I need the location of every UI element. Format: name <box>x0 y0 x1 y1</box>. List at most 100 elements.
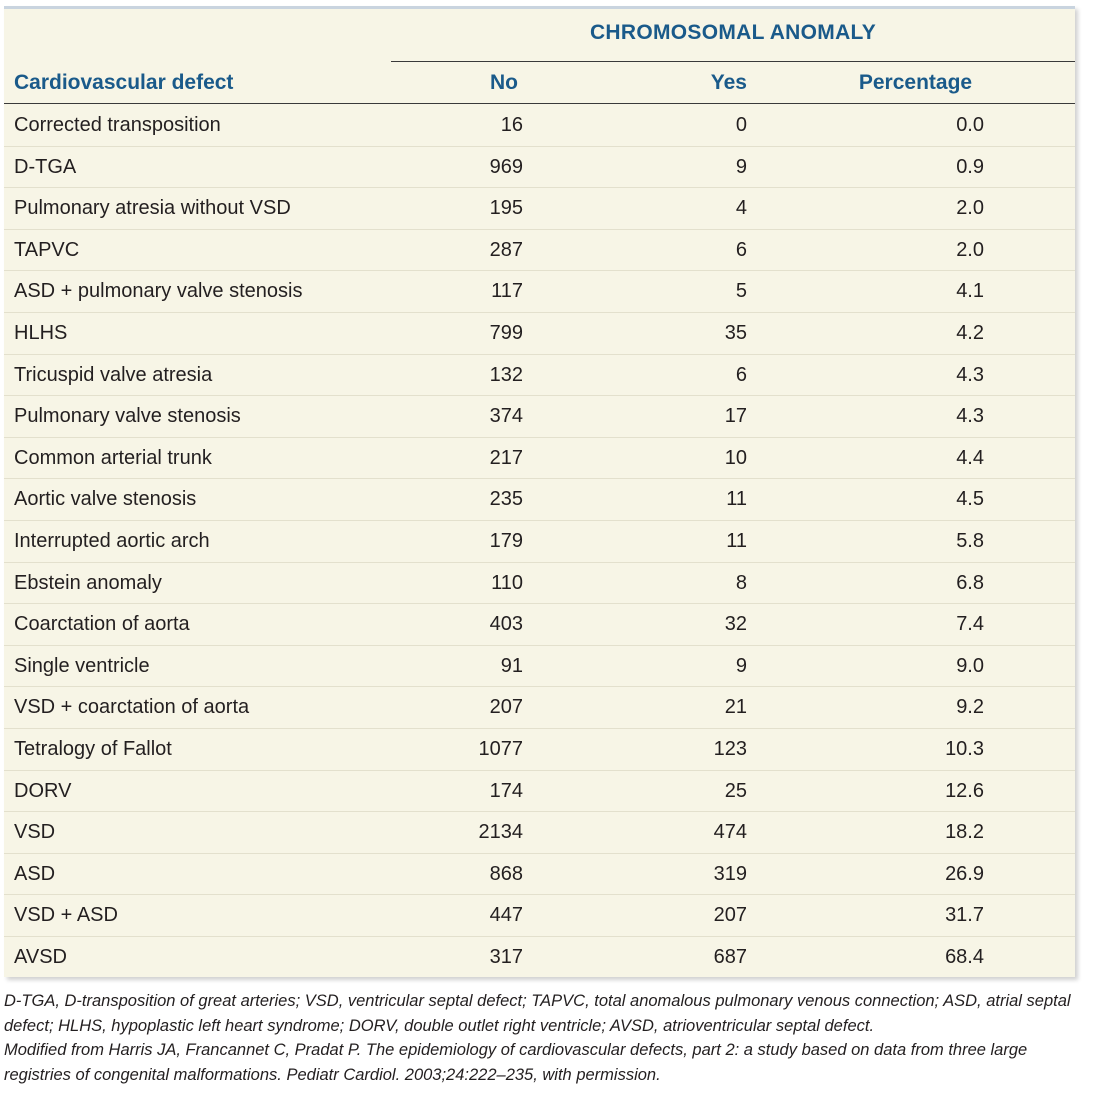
column-header-defect: Cardiovascular defect <box>14 71 234 94</box>
cell-no: 287 <box>489 238 523 261</box>
cell-no: 217 <box>489 446 523 469</box>
table-row: Common arterial trunk 217 10 4.4 <box>4 438 1075 480</box>
cell-no: 969 <box>489 155 523 178</box>
cell-yes: 4 <box>735 197 747 220</box>
cell-percentage: 12.6 <box>945 779 984 802</box>
column-header-rule <box>4 103 1075 104</box>
cell-no: 195 <box>489 197 523 220</box>
cell-yes: 11 <box>726 488 747 511</box>
cell-yes: 474 <box>713 821 747 844</box>
cell-no: 235 <box>489 488 523 511</box>
cell-percentage: 31.7 <box>945 904 984 927</box>
cell-no: 174 <box>489 779 523 802</box>
abbreviations-note: D-TGA, D-transposition of great arteries… <box>4 992 1071 1035</box>
cell-defect: HLHS <box>14 321 68 344</box>
cell-no: 403 <box>489 613 523 636</box>
cell-percentage: 9.0 <box>956 654 984 677</box>
table-row: Single ventricle 91 9 9.0 <box>4 646 1075 688</box>
cell-no: 447 <box>489 904 523 927</box>
table-body: Corrected transposition 16 0 0.0 D-TGA 969 9 0.… <box>4 105 1075 977</box>
cell-defect: Common arterial trunk <box>14 446 212 469</box>
table-row: HLHS 799 35 4.2 <box>4 313 1075 355</box>
cell-percentage: 6.8 <box>956 571 984 594</box>
data-table: CHROMOSOMAL ANOMALY Cardiovascular defec… <box>4 6 1075 977</box>
table-row: Ebstein anomaly 110 8 6.8 <box>4 563 1075 605</box>
cell-yes: 9 <box>735 654 747 677</box>
cell-defect: Tricuspid valve atresia <box>14 363 213 386</box>
column-header-no: No <box>490 71 518 94</box>
cell-yes: 687 <box>713 945 747 968</box>
cell-defect: TAPVC <box>14 238 80 261</box>
cell-defect: Ebstein anomaly <box>14 571 162 594</box>
cell-yes: 35 <box>724 321 747 344</box>
cell-no: 317 <box>489 945 523 968</box>
cell-percentage: 4.2 <box>956 321 984 344</box>
source-note: Modified from Harris JA, Francannet C, P… <box>4 1041 1028 1084</box>
cell-defect: VSD + ASD <box>14 904 118 927</box>
column-header-yes: Yes <box>710 71 747 94</box>
cell-percentage: 4.5 <box>956 488 984 511</box>
cell-percentage: 2.0 <box>956 197 984 220</box>
cell-no: 2134 <box>478 821 524 844</box>
cell-no: 374 <box>489 405 523 428</box>
cell-no: 1077 <box>478 737 524 760</box>
cell-percentage: 7.4 <box>956 613 984 636</box>
cell-no: 799 <box>489 321 523 344</box>
column-header-percentage: Percentage <box>858 71 973 94</box>
cell-yes: 123 <box>713 737 747 760</box>
group-header: CHROMOSOMAL ANOMALY <box>589 21 877 44</box>
cell-percentage: 9.2 <box>956 696 984 719</box>
cell-yes: 32 <box>724 613 747 636</box>
cell-defect: Coarctation of aorta <box>14 613 190 636</box>
cell-yes: 25 <box>724 779 747 802</box>
cell-yes: 319 <box>713 862 747 885</box>
cell-defect: DORV <box>14 779 72 802</box>
cell-defect: ASD + pulmonary valve stenosis <box>14 280 303 303</box>
table-row: DORV 174 25 12.6 <box>4 771 1075 813</box>
cell-no: 91 <box>500 654 523 677</box>
cell-percentage: 0.9 <box>956 155 984 178</box>
cell-yes: 6 <box>735 238 747 261</box>
cell-no: 207 <box>489 696 523 719</box>
cell-yes: 207 <box>713 904 747 927</box>
cell-percentage: 18.2 <box>945 821 984 844</box>
cell-yes: 10 <box>724 446 747 469</box>
table-row: Pulmonary atresia without VSD 195 4 2.0 <box>4 188 1075 230</box>
cell-percentage: 68.4 <box>945 945 984 968</box>
footnotes: D-TGA, D-transposition of great arteries… <box>4 989 1094 1087</box>
cell-no: 16 <box>500 114 523 136</box>
table-row: Interrupted aortic arch 179 11 5.8 <box>4 521 1075 563</box>
cell-no: 117 <box>491 280 523 303</box>
table-row: TAPVC 287 6 2.0 <box>4 230 1075 272</box>
table-row: AVSD 317 687 68.4 <box>4 937 1075 978</box>
cell-no: 868 <box>489 862 523 885</box>
cell-percentage: 5.8 <box>956 529 984 552</box>
cell-percentage: 26.9 <box>945 862 984 885</box>
cell-percentage: 2.0 <box>956 238 984 261</box>
cell-no: 110 <box>491 571 523 594</box>
cell-percentage: 4.4 <box>956 446 984 469</box>
table-row: Aortic valve stenosis 235 11 4.5 <box>4 479 1075 521</box>
cell-no: 132 <box>489 363 523 386</box>
cell-defect: Aortic valve stenosis <box>14 488 197 511</box>
cell-defect: Corrected transposition <box>14 114 221 136</box>
cell-yes: 21 <box>724 696 747 719</box>
cell-defect: AVSD <box>14 945 67 968</box>
table-row: Corrected transposition 16 0 0.0 <box>4 105 1075 147</box>
cell-defect: Pulmonary atresia without VSD <box>14 197 291 220</box>
cell-percentage: 4.1 <box>956 280 984 303</box>
table-row: ASD 868 319 26.9 <box>4 854 1075 896</box>
cell-defect: D-TGA <box>14 155 77 178</box>
cell-yes: 5 <box>735 280 747 303</box>
cell-defect: VSD <box>14 821 56 844</box>
cell-defect: Pulmonary valve stenosis <box>14 405 241 428</box>
table-row: D-TGA 969 9 0.9 <box>4 147 1075 189</box>
cell-percentage: 0.0 <box>956 114 984 136</box>
cell-defect: ASD <box>14 862 56 885</box>
table-row: ASD + pulmonary valve stenosis 117 5 4.1 <box>4 271 1075 313</box>
cell-percentage: 4.3 <box>956 405 984 428</box>
table-row: Pulmonary valve stenosis 374 17 4.3 <box>4 396 1075 438</box>
cell-percentage: 10.3 <box>945 737 984 760</box>
table-row: VSD 2134 474 18.2 <box>4 812 1075 854</box>
cell-yes: 0 <box>735 114 747 136</box>
